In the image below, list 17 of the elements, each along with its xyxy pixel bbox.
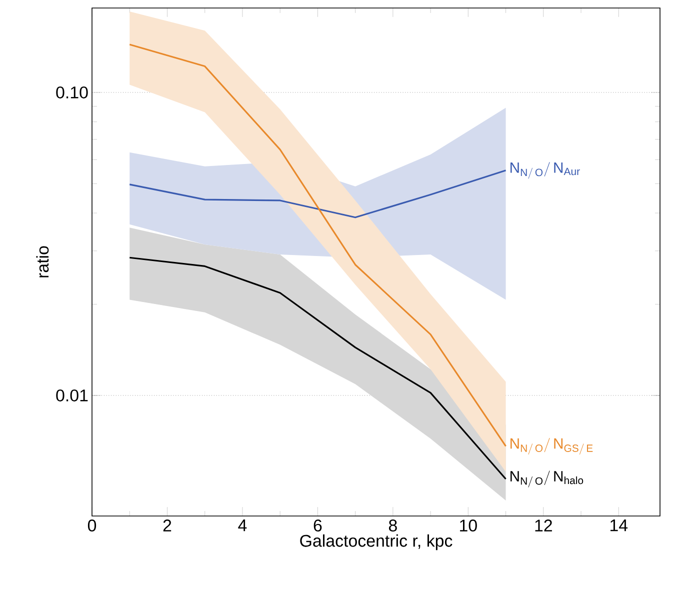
y-axis-title: ratio (36, 246, 49, 278)
y-tick-label: 0.01 (56, 389, 88, 402)
x-tick-label: 14 (610, 520, 628, 532)
series-label: $\mathrm{N}_{\mathrm{N/\,O}}/\,\mathrm{N}_{\mathrm{halo}}$ (510, 470, 584, 488)
x-tick-label: 0 (88, 520, 96, 532)
x-tick-label: 6 (314, 520, 322, 532)
series-label: $\mathrm{N}_{\mathrm{N/\,O}}/\,\mathrm{N}_{\mathrm{GS/\,E}}$ (510, 438, 593, 455)
line-series (128, 256, 507, 480)
x-tick-label: 8 (388, 520, 397, 532)
y-tick-label: 0.10 (56, 86, 88, 98)
x-tick-label: 4 (238, 520, 247, 532)
x-tick-label: 12 (535, 520, 552, 532)
line-series (128, 170, 507, 218)
series-label: $\mathrm{N}_{\mathrm{N/\,O}}/\,\mathrm{N}_{\mathrm{Aur}}$ (510, 162, 580, 179)
x-axis-title: Galactocentric r, kpc (300, 534, 452, 550)
x-tick-label: 10 (460, 520, 477, 532)
x-tick-label: 2 (163, 520, 172, 532)
